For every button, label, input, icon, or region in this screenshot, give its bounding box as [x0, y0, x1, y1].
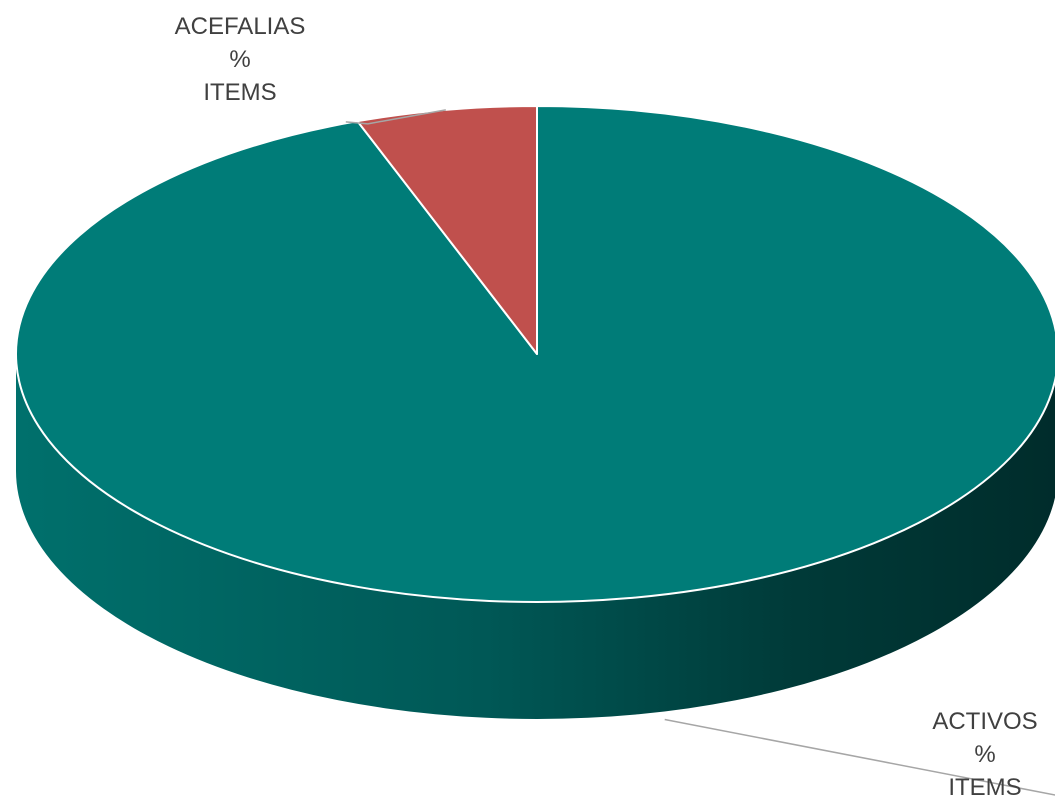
leader-lines: [345, 109, 1055, 796]
data-label-acefalias-value: ITEMS: [203, 79, 277, 106]
data-label-activos-series: %: [974, 741, 996, 768]
pie-side-activos: [16, 354, 1055, 719]
pie-top-face: [15, 105, 1055, 603]
data-label-acefalias-category: ACEFALIAS: [174, 13, 306, 40]
pie-side-wall: [16, 354, 1055, 719]
data-label-activos-category: ACTIVOS: [932, 708, 1038, 735]
data-label-activos-value: ITEMS: [948, 774, 1022, 801]
data-label-acefalias-series: %: [229, 46, 251, 73]
pie-slice-activos: [15, 105, 1055, 603]
data-label-acefalias: ACEFALIAS % ITEMS: [170, 10, 310, 109]
data-label-activos: ACTIVOS % ITEMS: [918, 705, 1052, 804]
leader-line-activos: [664, 718, 1055, 796]
leader-line-acefalias: [345, 109, 446, 125]
